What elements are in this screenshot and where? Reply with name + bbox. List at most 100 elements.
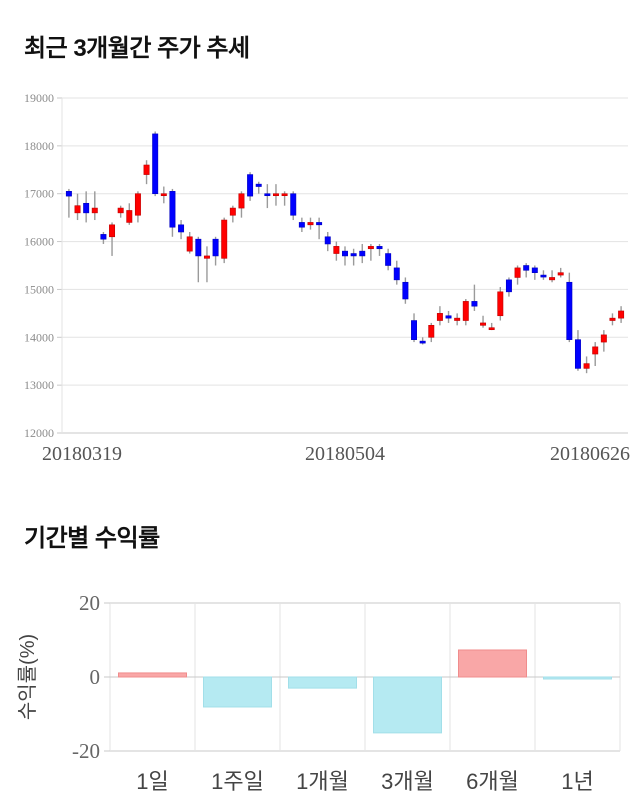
bar-chart-bar: [543, 676, 612, 680]
candlestick-xtick-label: 20180319: [42, 443, 122, 465]
bar-chart-xtick-label: 1년: [561, 769, 593, 794]
candle-body: [117, 207, 124, 214]
candle-body: [91, 207, 98, 214]
bar-chart-yaxis-title: 수익률(%): [16, 634, 39, 720]
candle-body: [307, 222, 314, 226]
candle-body: [609, 317, 616, 321]
bar-chart-xtick-label: 3개월: [381, 769, 434, 794]
candle-body: [281, 193, 288, 197]
candle-body: [100, 234, 107, 240]
candle-body: [574, 339, 581, 369]
candle-body: [376, 246, 383, 250]
bar-chart-xtick-label: 6개월: [466, 769, 519, 794]
candle-body: [203, 255, 210, 259]
candle-body: [65, 191, 72, 197]
candle-body: [531, 267, 538, 273]
candle-body: [471, 301, 478, 307]
candlestick-series: [65, 131, 625, 374]
candle-body: [169, 191, 176, 228]
bar-chart-bar: [288, 676, 357, 689]
candle-body: [419, 340, 426, 344]
candle-body: [333, 246, 340, 254]
bar-chart-xtick-label: 1일: [136, 769, 168, 794]
candlestick-ytick-label: 14000: [24, 330, 54, 344]
bar-chart-xtick-labels: 1일 1주일 1개월 3개월 6개월 1년: [136, 769, 593, 794]
candle-body: [523, 265, 530, 271]
candlestick-xtick-label: 20180504: [305, 443, 385, 465]
price-trend-title: 최근 3개월간 주가 추세: [24, 35, 250, 62]
candle-body: [178, 224, 185, 233]
candle-body: [497, 291, 504, 317]
candlestick-xtick-labels: 20180319 20180504 20180626: [42, 443, 630, 465]
candlestick-xtick-label: 20180626: [550, 443, 630, 465]
candle-body: [480, 322, 487, 326]
candle-body: [126, 210, 133, 223]
candle-body: [160, 193, 167, 197]
candle-body: [109, 224, 116, 238]
candle-body: [540, 274, 547, 278]
candlestick-chart-svg: 19000 18000 17000 16000 15000 14000 13000 12000…: [24, 91, 630, 465]
candle-body: [428, 325, 435, 338]
candle-body: [316, 222, 323, 226]
candle-body: [273, 193, 279, 197]
candle-body: [74, 205, 81, 214]
candle-body: [342, 250, 348, 257]
candle-body: [618, 310, 625, 319]
candle-body: [324, 236, 331, 245]
candle-body: [298, 222, 305, 228]
candle-body: [359, 250, 366, 257]
candlestick-ytick-label: 15000: [24, 282, 54, 296]
candle-body: [505, 279, 512, 293]
candle-body: [411, 320, 417, 340]
candle-body: [462, 301, 469, 321]
bar-chart-ytick-label: 20: [79, 591, 100, 615]
bar-chart-xtick-label: 1개월: [296, 769, 349, 794]
candle-body: [186, 236, 193, 252]
candle-body: [264, 193, 271, 197]
candle-body: [152, 133, 159, 195]
bar-chart-ytick-labels: 20 0 -20: [72, 591, 100, 763]
candle-body: [221, 219, 228, 259]
candlestick-ytick-label: 13000: [24, 378, 54, 392]
bar-chart-bar: [458, 649, 527, 678]
candle-body: [229, 207, 236, 216]
candle-body: [393, 267, 400, 281]
period-return-title: 기간별 수익률: [24, 525, 160, 552]
candlestick-ytick-label: 12000: [24, 426, 54, 440]
candle-body: [445, 315, 452, 319]
candlestick-chart: 19000 18000 17000 16000 15000 14000 13000 12000…: [0, 88, 640, 468]
bar-chart-bar: [203, 676, 272, 708]
candlestick-ytick-labels: 19000 18000 17000 16000 15000 14000 13000 12000: [24, 91, 54, 440]
candlestick-ytick-label: 19000: [24, 91, 54, 105]
candle-body: [367, 246, 374, 250]
candle-body: [566, 281, 573, 340]
candle-body: [143, 164, 150, 175]
candle-body: [436, 313, 443, 321]
bar-chart-xtick-label: 1주일: [211, 769, 264, 794]
candle-body: [255, 183, 262, 187]
candle-body: [514, 267, 521, 278]
candlestick-ytick-label: 17000: [24, 187, 54, 201]
bar-chart-series: [118, 649, 612, 734]
bar-chart-bar: [118, 672, 187, 678]
candle-body: [385, 253, 392, 266]
candle-body: [557, 272, 564, 276]
return-bar-chart: 20 0 -20 수익률(%) 1일 1주일 1개월 3개월 6개월 1년: [0, 586, 640, 810]
candle-body: [592, 346, 599, 355]
candlestick-ytick-label: 16000: [24, 235, 54, 249]
candle-body: [583, 363, 590, 369]
candle-body: [212, 238, 219, 257]
candle-body: [600, 334, 607, 343]
candle-body: [238, 193, 245, 209]
candle-body: [350, 253, 357, 257]
candlestick-ytick-label: 18000: [24, 139, 54, 153]
candle-body: [488, 327, 495, 331]
candle-body: [247, 174, 254, 197]
bar-chart-gridlines: [104, 602, 621, 752]
candle-body: [134, 193, 141, 216]
candle-body: [454, 317, 461, 321]
return-bar-chart-svg: 20 0 -20 수익률(%) 1일 1주일 1개월 3개월 6개월 1년: [16, 591, 621, 794]
candle-body: [549, 277, 556, 281]
bar-chart-ytick-label: -20: [72, 739, 100, 763]
candle-body: [290, 193, 297, 216]
